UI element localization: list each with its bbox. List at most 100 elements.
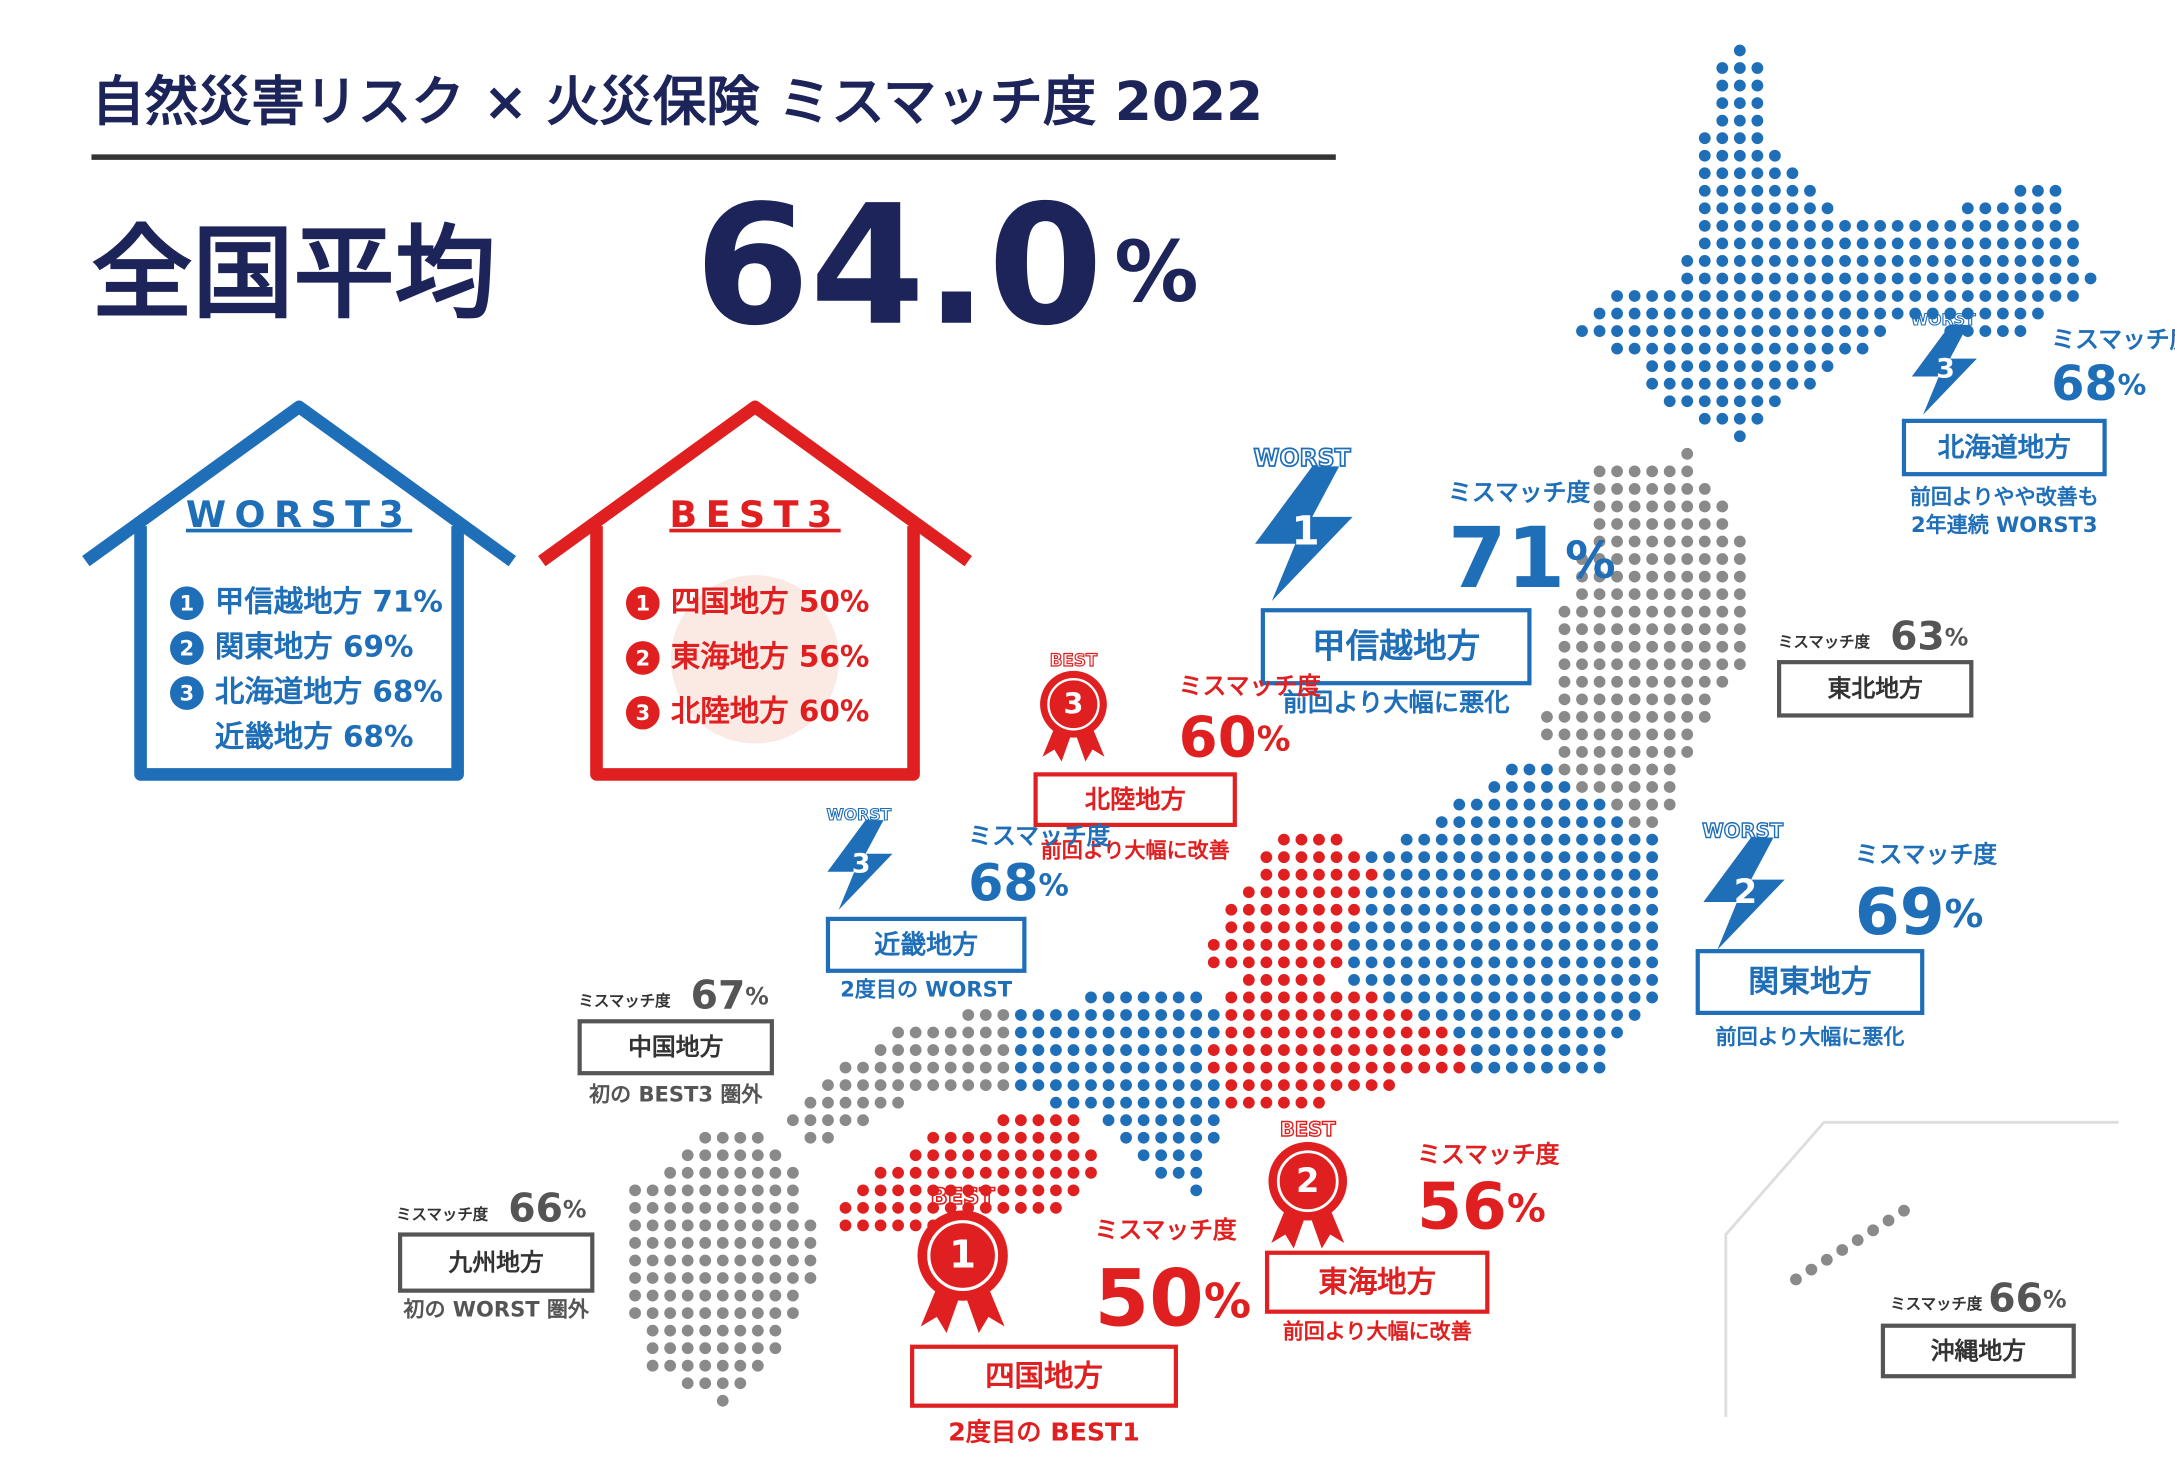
map-dot xyxy=(1085,1009,1097,1021)
map-dot xyxy=(1628,535,1641,548)
map-dot xyxy=(1295,938,1308,951)
map-dot xyxy=(1681,325,1694,337)
map-dot xyxy=(1716,377,1729,390)
mismatch-label: ミスマッチ度 xyxy=(1448,478,1590,506)
map-dot xyxy=(699,1201,712,1214)
map-dot xyxy=(1260,868,1273,881)
map-dot xyxy=(1821,255,1834,267)
map-dot xyxy=(1295,1009,1308,1021)
map-dot xyxy=(787,1272,799,1284)
map-dot xyxy=(1576,605,1588,618)
badge-text: WORST xyxy=(1911,310,1976,329)
map-dot xyxy=(1050,1096,1062,1109)
map-dot xyxy=(1260,1026,1273,1039)
map-dot xyxy=(1961,307,1974,320)
map-dot xyxy=(979,1201,992,1214)
region-callout: WORST 3 ミスマッチ度 68% 近畿地方 2度目の WORST xyxy=(825,805,1111,1001)
map-dot xyxy=(1716,272,1729,285)
map-dot xyxy=(1663,553,1676,565)
map-dot xyxy=(1365,921,1378,934)
map-dot xyxy=(1839,325,1851,337)
map-dot xyxy=(1365,974,1378,986)
map-dot xyxy=(1646,290,1659,302)
map-dot xyxy=(962,1079,975,1092)
map-dot xyxy=(2032,255,2044,267)
map-dot xyxy=(2032,237,2044,250)
map-dot xyxy=(1593,675,1606,688)
map-dot xyxy=(1716,412,1729,425)
map-dot xyxy=(1190,1131,1203,1144)
region-note: 前回より大幅に改善 xyxy=(1041,838,1230,863)
map-dot xyxy=(1576,588,1588,601)
badge-rank: 2 xyxy=(1296,1161,1319,1200)
value-unit: % xyxy=(1039,868,1069,903)
map-dot xyxy=(1470,974,1483,986)
map-dot xyxy=(1698,149,1711,162)
map-dot xyxy=(944,1026,957,1039)
map-dot xyxy=(681,1184,694,1197)
map-dot xyxy=(1646,675,1659,688)
map-dot xyxy=(822,1131,834,1144)
map-dot xyxy=(1851,1234,1864,1247)
map-dot xyxy=(1628,658,1641,671)
map-dot xyxy=(769,1254,782,1267)
map-dot xyxy=(1611,500,1623,513)
map-dot xyxy=(1014,1114,1027,1127)
map-dot xyxy=(1032,1061,1045,1074)
map-dot xyxy=(1804,360,1816,373)
map-dot xyxy=(839,1114,852,1127)
medal xyxy=(917,1210,1008,1301)
map-dot xyxy=(839,1096,852,1109)
map-dot xyxy=(1348,1009,1360,1021)
map-dot xyxy=(1646,710,1659,723)
map-dot xyxy=(1611,921,1623,934)
map-dot xyxy=(1611,465,1623,478)
map-dot xyxy=(1804,325,1816,337)
map-dot xyxy=(1014,1149,1027,1162)
map-dot xyxy=(1400,938,1413,951)
map-dot xyxy=(1663,483,1676,495)
map-dot xyxy=(1348,1079,1360,1092)
map-dot xyxy=(1400,833,1413,846)
map-dot xyxy=(1032,1114,1045,1127)
map-dot xyxy=(1839,342,1851,355)
map-dot xyxy=(1804,255,1816,267)
map-dot xyxy=(1961,290,1974,302)
map-dot xyxy=(1576,1061,1588,1074)
region-name-box xyxy=(1033,772,1237,827)
map-dot xyxy=(944,1061,957,1074)
value-number: 60 xyxy=(1179,705,1257,770)
mismatch-label: ミスマッチ度 xyxy=(1179,672,1321,700)
map-dot xyxy=(1400,1026,1413,1039)
map-dot xyxy=(804,1096,817,1109)
map-dot xyxy=(1418,868,1431,881)
map-dot xyxy=(2032,272,2044,285)
map-dot xyxy=(716,1324,729,1337)
map-dot xyxy=(1856,219,1869,232)
map-dot xyxy=(1698,588,1711,601)
map-dot xyxy=(1751,62,1764,74)
map-dot xyxy=(1716,62,1729,74)
map-dot xyxy=(822,1114,834,1127)
map-dot xyxy=(1628,728,1641,741)
map-dot xyxy=(1646,746,1659,758)
map-dot xyxy=(716,1307,729,1319)
map-dot xyxy=(1769,255,1781,267)
map-dot xyxy=(1751,167,1764,180)
map-dot xyxy=(1278,1009,1290,1021)
map-dot xyxy=(1541,886,1553,899)
map-dot xyxy=(1260,991,1273,1004)
map-dot xyxy=(1050,1061,1062,1074)
map-dot xyxy=(1085,1079,1097,1092)
map-dot xyxy=(1295,1026,1308,1039)
map-dot xyxy=(1716,518,1729,530)
map-dot xyxy=(944,1044,957,1056)
value-unit: % xyxy=(1257,719,1291,758)
map-dot xyxy=(1014,1201,1027,1214)
map-dot xyxy=(1944,237,1957,250)
map-dot xyxy=(1365,851,1378,864)
map-dot xyxy=(1348,938,1360,951)
map-dot xyxy=(1155,1009,1168,1021)
